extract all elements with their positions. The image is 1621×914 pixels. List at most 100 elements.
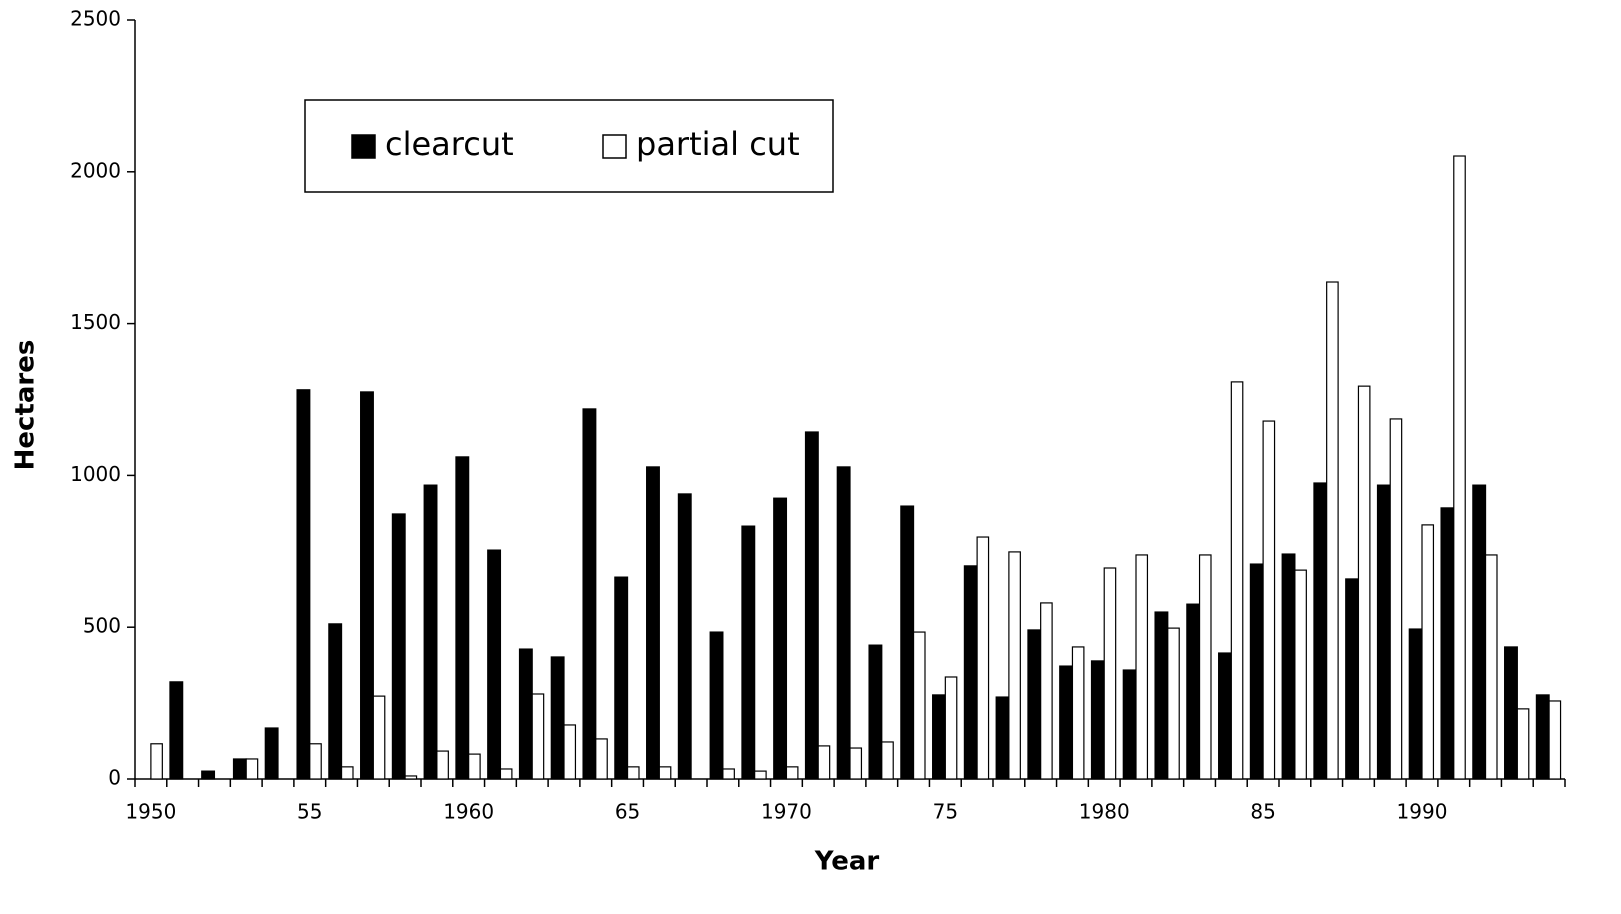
bar (709, 631, 724, 780)
bar (1230, 381, 1244, 780)
bar (1090, 660, 1105, 780)
y-tick-label: 0 (108, 766, 121, 790)
bar (1122, 669, 1137, 780)
y-tick-label: 2000 (70, 158, 121, 182)
bar (963, 565, 978, 780)
bar (1294, 569, 1307, 780)
x-tick-label: 1970 (761, 800, 812, 824)
bar (1389, 418, 1403, 780)
bar (754, 770, 767, 780)
bar (1186, 603, 1201, 780)
bar (1027, 629, 1042, 780)
x-tick-label: 75 (933, 800, 958, 824)
bar (1453, 155, 1466, 780)
x-tick-label: 1950 (125, 800, 176, 824)
bar (1326, 281, 1339, 780)
bar (677, 493, 692, 780)
bar (360, 391, 374, 780)
bar (1167, 627, 1180, 780)
bar (836, 466, 851, 780)
bar (1281, 553, 1296, 780)
bar (1135, 554, 1149, 780)
legend-swatch (351, 134, 376, 159)
bar (309, 743, 322, 780)
bar (1535, 694, 1550, 780)
bar (1548, 700, 1562, 780)
x-tick-label: 1980 (1079, 800, 1130, 824)
x-axis-title: Year (814, 847, 880, 877)
legend-label: partial cut (636, 125, 800, 163)
bar (944, 676, 958, 780)
bar (372, 695, 386, 780)
y-tick-label: 2500 (70, 7, 121, 31)
bar (817, 745, 831, 780)
bar (868, 644, 883, 780)
bar (1218, 652, 1232, 780)
bar (614, 576, 629, 780)
bar (646, 466, 660, 780)
bar (1249, 563, 1264, 780)
bar (232, 758, 247, 780)
bar (296, 389, 311, 780)
bar (169, 681, 184, 780)
bar (658, 766, 672, 780)
bar (201, 770, 216, 780)
bar (881, 741, 894, 780)
bar (1472, 484, 1487, 780)
bar (340, 766, 354, 780)
bar (1421, 524, 1435, 780)
bar (1059, 665, 1074, 780)
bar (1357, 385, 1371, 780)
bar (849, 747, 863, 780)
bar (1313, 482, 1328, 780)
bar (995, 696, 1010, 780)
y-tick-label: 1000 (70, 462, 121, 486)
bar (264, 727, 279, 780)
bar (391, 513, 406, 780)
bar (582, 408, 597, 780)
bar (455, 456, 470, 780)
bar (1262, 420, 1276, 780)
y-axis-title: Hectares (11, 340, 41, 471)
bar (436, 750, 449, 780)
bar (423, 484, 438, 780)
bar (1408, 628, 1423, 780)
bar (976, 536, 990, 780)
bar (487, 549, 502, 780)
bar (626, 766, 640, 780)
x-tick-label: 85 (1250, 800, 1275, 824)
bar (531, 693, 545, 780)
bar (150, 743, 163, 780)
bar (1504, 646, 1518, 780)
bar (1198, 554, 1212, 780)
bar (1484, 554, 1498, 780)
x-tick-label: 1990 (1397, 800, 1448, 824)
y-tick-label: 1500 (70, 310, 121, 334)
bar (741, 525, 756, 780)
bar (1040, 602, 1053, 780)
bar (1516, 708, 1530, 780)
legend-box (304, 99, 834, 193)
bar (1440, 507, 1455, 780)
legend-swatch (602, 134, 627, 159)
bar (785, 766, 799, 780)
bar (328, 623, 343, 780)
bar (550, 656, 565, 780)
y-tick-label: 500 (83, 614, 121, 638)
bar (804, 431, 819, 780)
bar (1103, 567, 1117, 780)
bar (932, 694, 946, 780)
bar (1008, 551, 1021, 780)
bar (1345, 578, 1360, 780)
bar (1071, 646, 1085, 780)
bar (1154, 611, 1169, 780)
bar (245, 758, 259, 780)
bar (563, 724, 577, 780)
bar (722, 768, 735, 780)
bar (1376, 484, 1391, 780)
x-tick-label: 1960 (443, 800, 494, 824)
x-tick-label: 65 (615, 800, 640, 824)
bar (595, 738, 608, 780)
x-tick-label: 55 (297, 800, 322, 824)
